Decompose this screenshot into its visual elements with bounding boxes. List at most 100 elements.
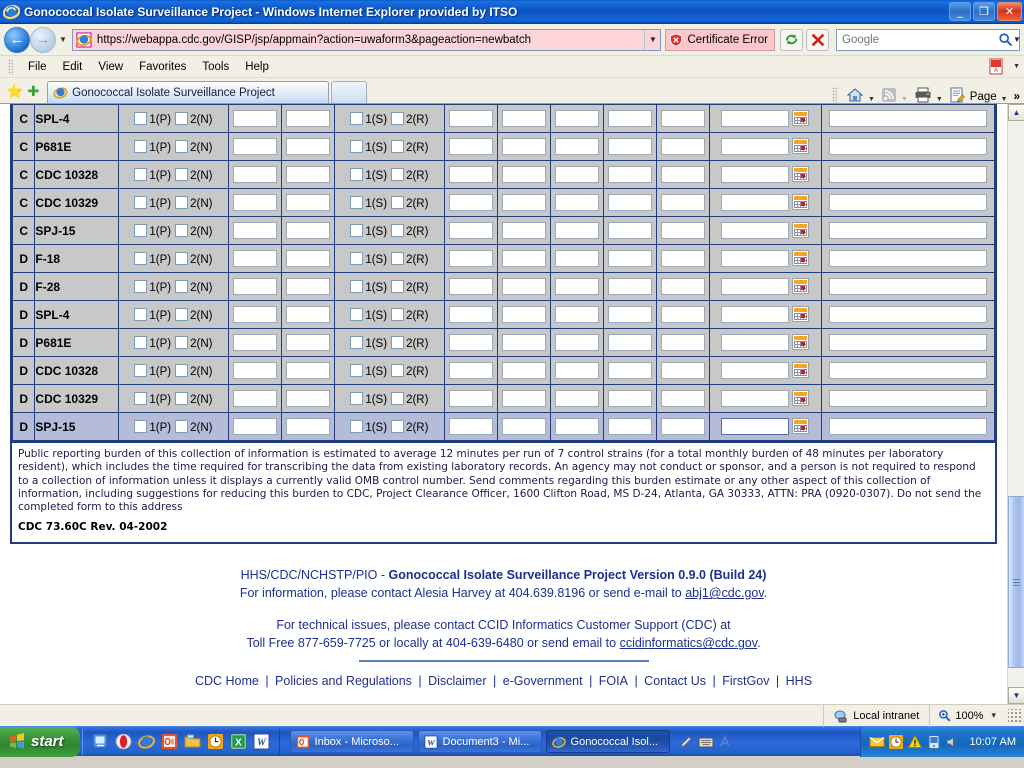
row-input-5[interactable]: [549, 272, 604, 301]
calendar-picker-icon[interactable]: [792, 334, 810, 351]
checkbox-1p[interactable]: 1(P): [134, 251, 171, 266]
row-checkbox-group-sr[interactable]: 1(S) 2(R): [333, 160, 445, 189]
row-notes-field[interactable]: [828, 361, 987, 379]
row-input-7[interactable]: [655, 216, 710, 245]
mail-icon[interactable]: [869, 734, 885, 750]
calendar-picker-icon[interactable]: [792, 250, 810, 267]
row-checkbox-group-sr[interactable]: 1(S) 2(R): [333, 216, 445, 245]
page-dropdown-icon[interactable]: ▼: [1000, 96, 1008, 103]
row-input-3[interactable]: [443, 384, 498, 413]
checkbox-1p-input[interactable]: [134, 391, 148, 405]
row-input-3-field[interactable]: [448, 109, 493, 127]
row-input-4-field[interactable]: [501, 333, 546, 351]
row-checkbox-group-pn[interactable]: 1(P) 2(N): [117, 104, 229, 133]
checkbox-1p-input[interactable]: [134, 307, 148, 321]
row-input-5-field[interactable]: [554, 361, 599, 379]
folder-icon[interactable]: [184, 733, 201, 750]
page-vertical-scrollbar[interactable]: ▲ ▼: [1007, 104, 1024, 704]
row-input-7[interactable]: [655, 244, 710, 273]
row-input-6[interactable]: [602, 188, 657, 217]
row-input-2-field[interactable]: [285, 361, 330, 379]
row-input-3-field[interactable]: [448, 333, 493, 351]
row-checkbox-group-sr[interactable]: 1(S) 2(R): [333, 272, 445, 301]
row-input-5[interactable]: [549, 328, 604, 357]
row-input-4[interactable]: [496, 300, 551, 329]
row-input-2-field[interactable]: [285, 333, 330, 351]
favorites-center-icon[interactable]: ✚: [27, 83, 40, 99]
checkbox-2r[interactable]: 2(R): [391, 111, 428, 126]
print-dropdown-icon[interactable]: ▼: [935, 96, 943, 103]
checkbox-2r-input[interactable]: [391, 111, 405, 125]
row-input-2[interactable]: [280, 272, 335, 301]
resize-grip[interactable]: [1008, 708, 1022, 723]
row-input-2-field[interactable]: [285, 389, 330, 407]
row-input-7[interactable]: [655, 300, 710, 329]
row-date-field[interactable]: [721, 305, 790, 323]
row-input-4-field[interactable]: [501, 389, 546, 407]
pen-icon[interactable]: [678, 734, 694, 750]
row-input-4-field[interactable]: [501, 417, 546, 435]
row-input-3[interactable]: [443, 160, 498, 189]
row-input-1[interactable]: [227, 104, 282, 133]
row-input-1[interactable]: [227, 216, 282, 245]
row-checkbox-group-pn[interactable]: 1(P) 2(N): [117, 356, 229, 385]
footer-link-firstgov[interactable]: FirstGov: [722, 674, 770, 689]
row-date-field[interactable]: [721, 333, 790, 351]
row-date-cell[interactable]: [708, 384, 822, 413]
menu-tools[interactable]: Tools: [202, 60, 230, 73]
row-input-2[interactable]: [280, 188, 335, 217]
row-input-3[interactable]: [443, 132, 498, 161]
row-input-4[interactable]: [496, 244, 551, 273]
checkbox-1s[interactable]: 1(S): [350, 251, 387, 266]
new-tab-button[interactable]: [331, 81, 368, 103]
calendar-picker-icon[interactable]: [792, 138, 810, 155]
checkbox-1p[interactable]: 1(P): [134, 139, 171, 154]
row-notes-field[interactable]: [828, 277, 987, 295]
page-menu-icon[interactable]: [949, 87, 966, 103]
show-desktop-icon[interactable]: [92, 733, 109, 750]
row-input-6-field[interactable]: [607, 137, 652, 155]
row-checkbox-group-pn[interactable]: 1(P) 2(N): [117, 244, 229, 273]
row-input-4-field[interactable]: [501, 137, 546, 155]
url-input[interactable]: [94, 30, 645, 49]
row-input-1[interactable]: [227, 188, 282, 217]
checkbox-1s[interactable]: 1(S): [350, 111, 387, 126]
add-favorite-icon[interactable]: ⭐: [6, 83, 24, 99]
checkbox-2n[interactable]: 2(N): [175, 195, 212, 210]
checkbox-1s[interactable]: 1(S): [350, 195, 387, 210]
scroll-down-button[interactable]: ▼: [1008, 687, 1024, 704]
security-zone-indicator[interactable]: Local intranet: [823, 704, 929, 727]
row-input-4[interactable]: [496, 384, 551, 413]
row-input-5[interactable]: [549, 216, 604, 245]
row-input-1-field[interactable]: [232, 109, 277, 127]
row-input-5-field[interactable]: [554, 305, 599, 323]
checkbox-1p[interactable]: 1(P): [134, 111, 171, 126]
checkbox-2n[interactable]: 2(N): [175, 419, 212, 434]
row-input-4[interactable]: [496, 356, 551, 385]
row-input-6[interactable]: [602, 272, 657, 301]
table-row[interactable]: D F-28 1(P) 2(N) 1(S) 2(R): [11, 272, 996, 301]
row-input-2-field[interactable]: [285, 137, 330, 155]
row-checkbox-group-pn[interactable]: 1(P) 2(N): [117, 272, 229, 301]
row-input-6-field[interactable]: [607, 165, 652, 183]
outlook-icon[interactable]: [161, 733, 178, 750]
row-checkbox-group-sr[interactable]: 1(S) 2(R): [333, 104, 445, 133]
row-input-7-field[interactable]: [660, 277, 705, 295]
row-date-field[interactable]: [721, 193, 790, 211]
row-input-4-field[interactable]: [501, 361, 546, 379]
row-input-7-field[interactable]: [660, 305, 705, 323]
row-input-2[interactable]: [280, 244, 335, 273]
close-button[interactable]: ✕: [997, 2, 1022, 21]
checkbox-2r-input[interactable]: [391, 223, 405, 237]
table-row[interactable]: C SPL-4 1(P) 2(N) 1(S) 2(R): [11, 104, 996, 133]
row-notes-cell[interactable]: [820, 356, 996, 385]
row-date-cell[interactable]: [708, 328, 822, 357]
checkbox-2r[interactable]: 2(R): [391, 307, 428, 322]
table-row[interactable]: D F-18 1(P) 2(N) 1(S) 2(R): [11, 244, 996, 273]
row-checkbox-group-sr[interactable]: 1(S) 2(R): [333, 328, 445, 357]
row-input-7[interactable]: [655, 384, 710, 413]
row-input-5[interactable]: [549, 412, 604, 441]
row-input-4-field[interactable]: [501, 277, 546, 295]
checkbox-1s[interactable]: 1(S): [350, 307, 387, 322]
row-notes-cell[interactable]: [820, 328, 996, 357]
